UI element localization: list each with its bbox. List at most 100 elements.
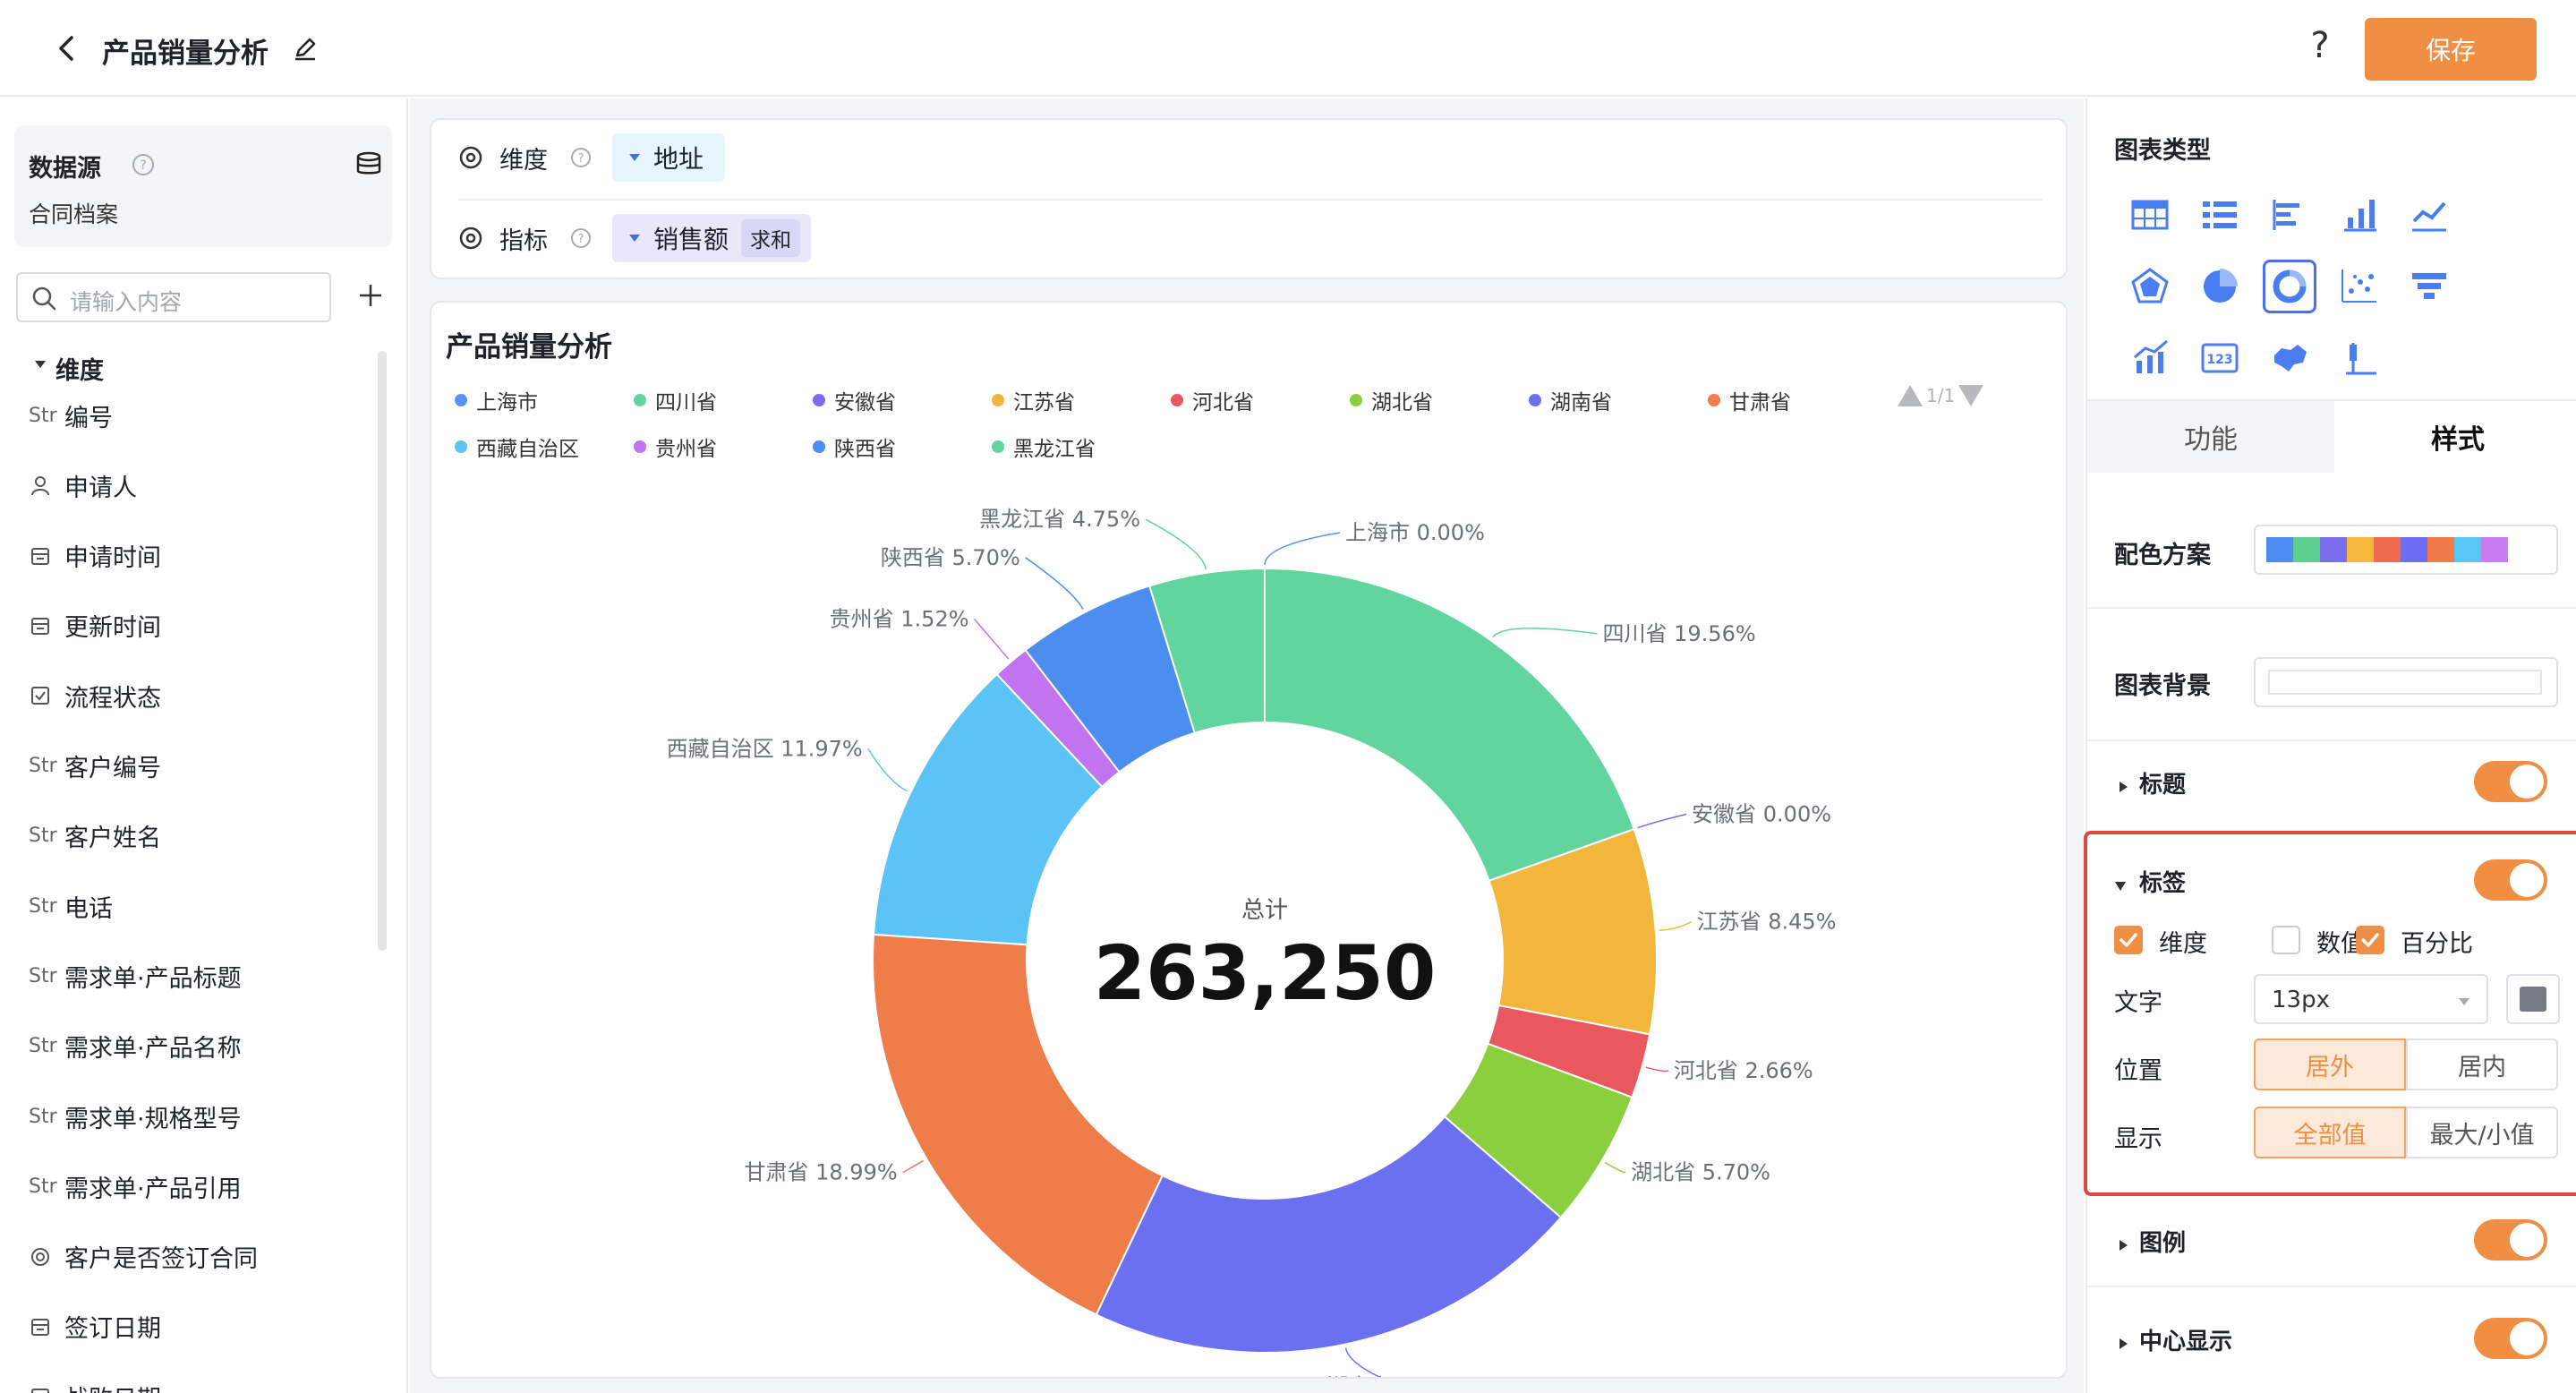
combo-chart-icon[interactable] (2123, 331, 2177, 385)
field-item[interactable]: Str 需求单·规格型号 (29, 1098, 242, 1134)
title-toggle[interactable] (2474, 761, 2547, 802)
map-icon[interactable] (2263, 331, 2316, 385)
donut-slice[interactable] (1147, 567, 1266, 735)
help-circle-icon[interactable]: ? (131, 152, 156, 177)
help-circle-icon[interactable]: ? (569, 226, 593, 250)
legend-section-label[interactable]: 图例 (2139, 1230, 2187, 1257)
display-all-button[interactable]: 全部值 (2254, 1107, 2406, 1158)
field-label: 需求单·产品引用 (64, 1175, 242, 1203)
field-item[interactable]: 签订日期 (29, 1309, 161, 1345)
legend-item[interactable]: 陕西省 (813, 432, 896, 462)
edit-icon[interactable] (292, 34, 319, 63)
field-item[interactable]: 申请时间 (29, 538, 161, 574)
field-item[interactable]: Str 需求单·产品引用 (29, 1168, 242, 1204)
back-icon[interactable] (54, 32, 81, 64)
legend-item[interactable]: 贵州省 (634, 432, 717, 462)
tab-function[interactable]: 功能 (2087, 401, 2334, 473)
legend-marker (455, 394, 467, 406)
help-icon[interactable]: ? (2310, 25, 2330, 66)
donut-slice[interactable] (1095, 1115, 1563, 1354)
calendar-icon (29, 614, 59, 637)
position-outside-button[interactable]: 居外 (2254, 1038, 2406, 1090)
tab-style[interactable]: 样式 (2334, 401, 2576, 473)
field-panel: 数据源 ? 合同档案 请输入内容 维度 Str 编号 申请人 申请时间 更新时间 流程状态… (0, 98, 408, 1393)
caret-down-icon[interactable] (34, 360, 47, 369)
add-icon[interactable] (356, 281, 385, 310)
caret-right-icon[interactable] (2118, 1337, 2128, 1350)
field-item[interactable]: Str 需求单·产品标题 (29, 958, 242, 994)
legend-item[interactable]: 河北省 (1171, 385, 1254, 415)
dimension-section-header[interactable]: 维度 (55, 357, 104, 385)
database-icon[interactable] (354, 150, 383, 177)
center-display-toggle[interactable] (2474, 1318, 2547, 1359)
legend-label: 陕西省 (834, 438, 896, 461)
dimension-checkbox[interactable] (2114, 926, 2143, 954)
field-search-input[interactable]: 请输入内容 (16, 272, 331, 322)
palette-selector[interactable] (2254, 525, 2558, 575)
background-color-picker[interactable] (2254, 657, 2558, 707)
metric-pill[interactable]: 销售额 求和 (612, 214, 812, 262)
legend-item[interactable]: 湖南省 (1529, 385, 1612, 415)
donut-slice[interactable] (872, 933, 1164, 1316)
legend-item[interactable]: 上海市 (455, 385, 538, 415)
legend-item[interactable]: 江苏省 (992, 385, 1075, 415)
legend-next-icon[interactable] (1958, 385, 1984, 406)
label-toggle[interactable] (2474, 859, 2547, 901)
aggregation-badge[interactable]: 求和 (741, 219, 801, 257)
table-icon[interactable] (2123, 188, 2177, 242)
list-icon[interactable] (2193, 188, 2247, 242)
position-inside-button[interactable]: 居内 (2406, 1038, 2558, 1090)
caret-down-icon (629, 154, 640, 161)
number-card-icon[interactable]: 123 (2193, 331, 2247, 385)
field-item[interactable]: Str 电话 (29, 888, 113, 924)
text-color-picker[interactable] (2506, 974, 2560, 1024)
title-section-label[interactable]: 标题 (2139, 772, 2187, 799)
caret-right-icon[interactable] (2118, 781, 2128, 793)
font-size-select[interactable]: 13px (2254, 974, 2488, 1024)
legend-item[interactable]: 四川省 (634, 385, 717, 415)
legend-toggle[interactable] (2474, 1219, 2547, 1261)
help-circle-icon[interactable]: ? (569, 146, 593, 169)
field-item[interactable]: Str 需求单·产品名称 (29, 1029, 242, 1064)
legend-item[interactable]: 湖北省 (1350, 385, 1433, 415)
field-item[interactable]: Str 编号 (29, 397, 113, 433)
field-item[interactable]: Str 客户姓名 (29, 818, 161, 854)
legend-item[interactable]: 甘肃省 (1708, 385, 1791, 415)
string-type-icon: Str (29, 755, 57, 777)
field-item[interactable]: 更新时间 (29, 608, 161, 644)
dimension-pill[interactable]: 地址 (612, 133, 726, 182)
donut-icon[interactable] (2263, 260, 2316, 313)
value-checkbox[interactable] (2272, 926, 2300, 954)
center-total-value: 263,250 (1093, 929, 1437, 1017)
field-item[interactable]: 客户是否签订合同 (29, 1239, 258, 1275)
bar-horizontal-icon[interactable] (2263, 188, 2316, 242)
field-item[interactable]: Str 客户编号 (29, 748, 161, 784)
line-chart-icon[interactable] (2402, 188, 2456, 242)
datasource-name[interactable]: 合同档案 (29, 201, 119, 227)
caret-right-icon[interactable] (2118, 1239, 2128, 1252)
percent-option-label: 百分比 (2401, 930, 2473, 958)
field-item[interactable]: 申请人 (29, 467, 137, 503)
scrollbar[interactable] (378, 351, 387, 951)
donut-slice[interactable] (1264, 567, 1635, 883)
legend-item[interactable]: 西藏自治区 (455, 432, 579, 462)
save-button[interactable]: 保存 (2365, 18, 2537, 81)
percent-checkbox[interactable] (2356, 926, 2384, 954)
bar-vertical-icon[interactable] (2333, 188, 2386, 242)
funnel-icon[interactable] (2402, 260, 2456, 313)
gauge-bar-icon[interactable] (2333, 331, 2386, 385)
center-display-section-label[interactable]: 中心显示 (2139, 1329, 2233, 1355)
legend-prev-icon[interactable] (1898, 385, 1923, 406)
legend-item[interactable]: 黑龙江省 (992, 432, 1096, 462)
legend-label: 湖北省 (1371, 391, 1433, 414)
display-minmax-button[interactable]: 最大/小值 (2406, 1107, 2558, 1158)
scatter-icon[interactable] (2333, 260, 2386, 313)
caret-down-icon[interactable] (2114, 881, 2127, 892)
field-item[interactable]: 战败日期 (29, 1379, 161, 1393)
legend-item[interactable]: 安徽省 (813, 385, 896, 415)
pie-icon[interactable] (2193, 260, 2247, 313)
label-section-label[interactable]: 标签 (2139, 870, 2187, 897)
legend-marker (634, 440, 646, 453)
field-item[interactable]: 流程状态 (29, 678, 161, 714)
radar-icon[interactable] (2123, 260, 2177, 313)
